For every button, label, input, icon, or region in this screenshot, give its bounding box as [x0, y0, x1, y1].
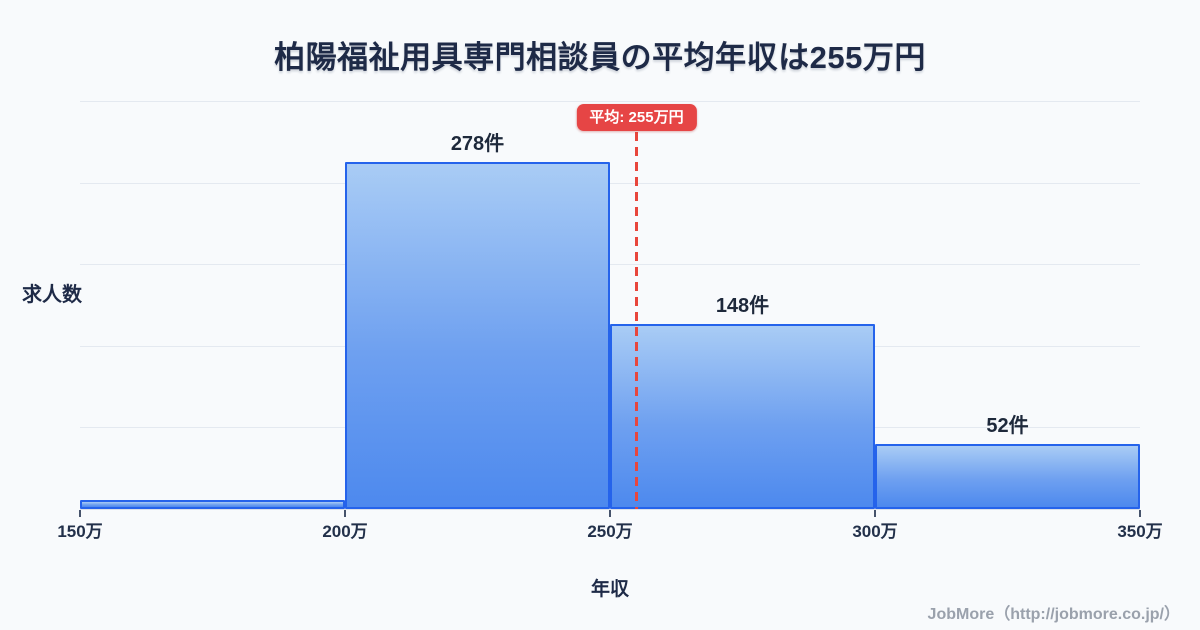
bar-count-label: 278件: [450, 133, 505, 156]
grid-line: [80, 101, 1140, 102]
bar-count-label: 52件: [986, 415, 1029, 438]
bar-count-label: 148件: [715, 295, 770, 318]
histogram-bar[interactable]: [610, 324, 875, 509]
chart-title: 柏陽福祉用具専門相談員の平均年収は255万円: [274, 40, 926, 75]
footer-credit: JobMore（http://jobmore.co.jp/）: [927, 606, 1180, 623]
average-line: [635, 132, 638, 509]
x-axis-label: 年収: [590, 579, 629, 600]
x-tick-label: 350万: [1117, 522, 1163, 541]
x-tick-mark: [1139, 510, 1141, 517]
average-badge: 平均: 255万円: [576, 104, 697, 131]
histogram-bar[interactable]: [875, 444, 1140, 509]
grid-line: [80, 183, 1140, 184]
x-tick-label: 200万: [322, 522, 368, 541]
x-axis-baseline: [80, 509, 1140, 510]
histogram-bar[interactable]: [345, 162, 610, 509]
x-tick-mark: [344, 510, 346, 517]
x-tick-mark: [609, 510, 611, 517]
y-axis-label: 求人数: [22, 284, 82, 306]
x-tick-label: 150万: [57, 522, 103, 541]
x-tick-label: 300万: [852, 522, 898, 541]
histogram-bar[interactable]: [80, 500, 345, 509]
x-tick-mark: [79, 510, 81, 517]
x-tick-label: 250万: [587, 522, 633, 541]
x-tick-mark: [874, 510, 876, 517]
grid-line: [80, 264, 1140, 265]
